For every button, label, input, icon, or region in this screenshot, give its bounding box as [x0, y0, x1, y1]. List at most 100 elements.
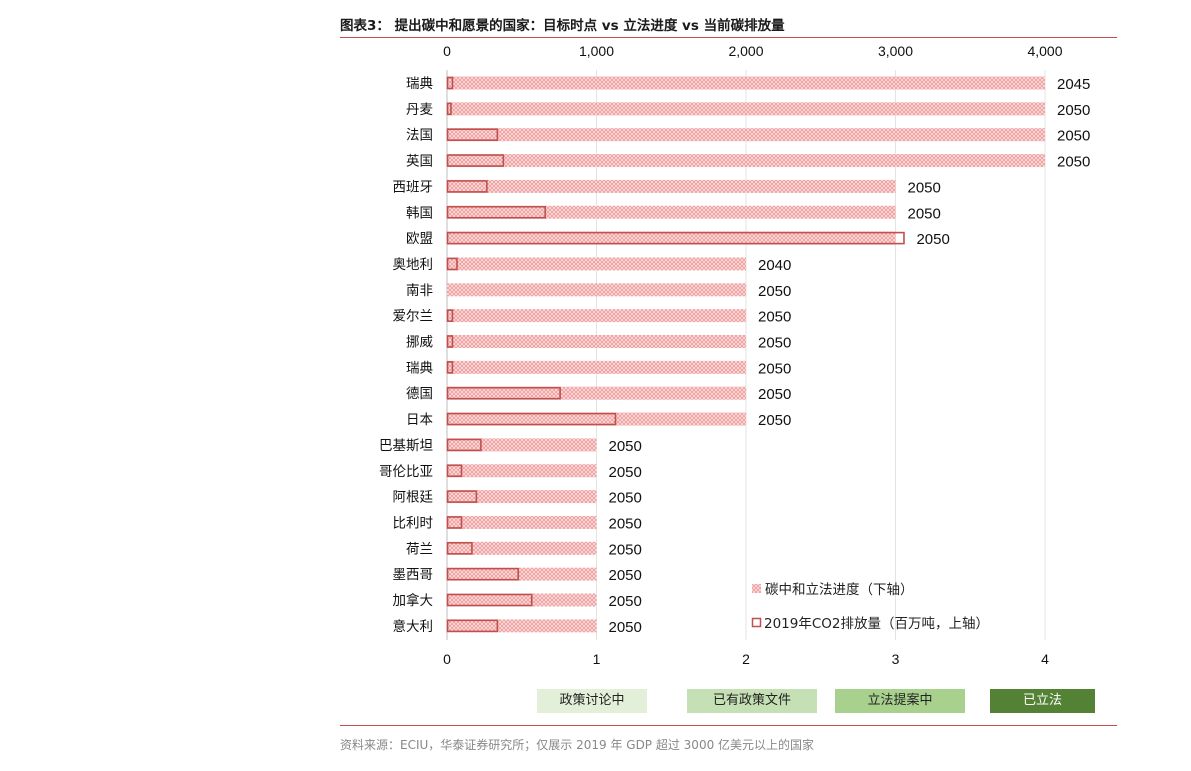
target-year-label: 2050	[609, 490, 642, 507]
legislation-progress-bar	[447, 567, 597, 581]
legislation-progress-bar	[447, 360, 746, 374]
category-label: 德国	[406, 386, 433, 402]
category-label: 奥地利	[393, 256, 434, 273]
category-label: 比利时	[393, 515, 434, 531]
legislation-progress-bar	[447, 205, 896, 219]
category-label: 南非	[406, 283, 433, 299]
co2-emission-bar	[446, 438, 482, 452]
legend-swatch-co2	[751, 617, 762, 628]
top-axis-tick-label: 0	[443, 43, 451, 59]
co2-emission-bar	[446, 464, 463, 478]
target-year-label: 2050	[609, 438, 642, 455]
legislation-progress-bar	[447, 283, 746, 297]
target-year-label: 2050	[609, 567, 642, 584]
legislation-progress-bar	[447, 593, 597, 607]
legislation-progress-bar	[447, 335, 746, 348]
target-year-label: 2050	[1057, 102, 1090, 119]
legislation-progress-bar	[447, 309, 746, 323]
co2-emission-bar	[446, 490, 478, 503]
category-label: 欧盟	[406, 231, 433, 247]
stage-legend-item: 已有政策文件	[687, 689, 817, 713]
stage-legend-item: 立法提案中	[835, 689, 965, 713]
bottom-axis-tick-label: 3	[892, 651, 900, 667]
legislation-progress-bar	[447, 438, 597, 452]
category-label: 爱尔兰	[393, 309, 434, 325]
co2-emission-bar	[446, 541, 473, 555]
legislation-progress-bar	[447, 231, 896, 245]
legend-label-legislation: 碳中和立法进度（下轴）	[765, 582, 914, 598]
co2-emission-bar	[446, 593, 533, 607]
target-year-label: 2050	[916, 231, 949, 248]
target-year-label: 2050	[908, 205, 941, 222]
co2-emission-bar	[446, 361, 454, 374]
co2-emission-bar	[446, 516, 463, 529]
legislation-progress-bar	[447, 464, 597, 478]
category-label: 荷兰	[406, 541, 433, 557]
stage-legend-item: 已立法	[990, 689, 1095, 713]
category-label: 瑞典	[406, 360, 433, 376]
legislation-progress-bar	[447, 128, 1045, 142]
category-label: 加拿大	[393, 592, 434, 609]
target-year-label: 2050	[758, 360, 791, 377]
legislation-progress-bar	[447, 515, 597, 529]
category-label: 瑞典	[406, 76, 433, 92]
co2-emission-bar	[446, 154, 505, 167]
target-year-label: 2050	[758, 386, 791, 403]
target-year-label: 2045	[1057, 76, 1090, 93]
legend-swatch-legislation	[752, 584, 761, 593]
category-label: 哥伦比亚	[379, 464, 433, 480]
source-note: 资料来源：ECIU，华泰证券研究所；仅展示 2019 年 GDP 超过 3000…	[340, 738, 815, 752]
target-year-label: 2050	[1057, 154, 1090, 171]
category-label: 巴基斯坦	[379, 437, 433, 454]
target-year-label: 2050	[758, 335, 791, 352]
legislation-progress-bar	[447, 257, 746, 271]
co2-emission-bar	[446, 180, 488, 193]
target-year-label: 2050	[609, 593, 642, 610]
co2-emission-bar	[446, 76, 454, 90]
target-year-label: 2050	[609, 515, 642, 532]
target-year-label: 2050	[758, 412, 791, 429]
bottom-axis-tick-label: 2	[742, 651, 750, 667]
top-axis-tick-label: 1,000	[579, 43, 614, 59]
target-year-label: 2040	[758, 257, 791, 274]
top-axis-tick-label: 4,000	[1027, 43, 1062, 59]
co2-emission-bar	[446, 567, 520, 581]
legislation-progress-bar	[447, 102, 1045, 116]
co2-emission-bar	[446, 619, 499, 633]
co2-emission-bar	[446, 102, 452, 116]
co2-emission-bar	[446, 128, 499, 141]
bottom-axis-tick-label: 4	[1041, 651, 1049, 667]
co2-emission-bar	[446, 205, 546, 219]
target-year-label: 2050	[758, 309, 791, 326]
category-label: 法国	[406, 128, 433, 144]
category-label: 丹麦	[406, 102, 433, 118]
co2-emission-bar	[446, 412, 617, 426]
category-label: 韩国	[406, 205, 433, 221]
legislation-progress-bar	[447, 541, 597, 555]
category-label: 日本	[406, 412, 433, 428]
co2-emission-bar	[446, 231, 905, 245]
bottom-axis-tick-label: 1	[593, 651, 601, 667]
legislation-progress-bar	[447, 490, 597, 504]
category-label: 英国	[406, 153, 433, 170]
co2-emission-bar	[446, 335, 454, 348]
legislation-progress-bar	[447, 179, 896, 193]
legislation-progress-bar	[447, 76, 1045, 90]
co2-emission-bar	[446, 386, 561, 400]
legislation-progress-bar	[447, 412, 746, 426]
footer-rule	[340, 725, 1117, 726]
top-axis-tick-label: 3,000	[878, 43, 913, 59]
legend-label-co2: 2019年CO2排放量（百万吨，上轴）	[764, 616, 989, 632]
co2-emission-bar	[446, 257, 458, 271]
stage-legend-item: 政策讨论中	[537, 689, 647, 713]
legislation-progress-bar	[447, 619, 597, 633]
target-year-label: 2050	[1057, 128, 1090, 145]
category-label: 挪威	[406, 335, 433, 351]
category-label: 意大利	[393, 618, 434, 635]
top-axis-tick-label: 2,000	[728, 43, 763, 59]
chart-title: 图表3： 提出碳中和愿景的国家：目标时点 vs 立法进度 vs 当前碳排放量	[340, 18, 785, 34]
title-rule	[340, 37, 1117, 38]
target-year-label: 2050	[609, 541, 642, 558]
legislation-progress-bar	[447, 386, 746, 400]
